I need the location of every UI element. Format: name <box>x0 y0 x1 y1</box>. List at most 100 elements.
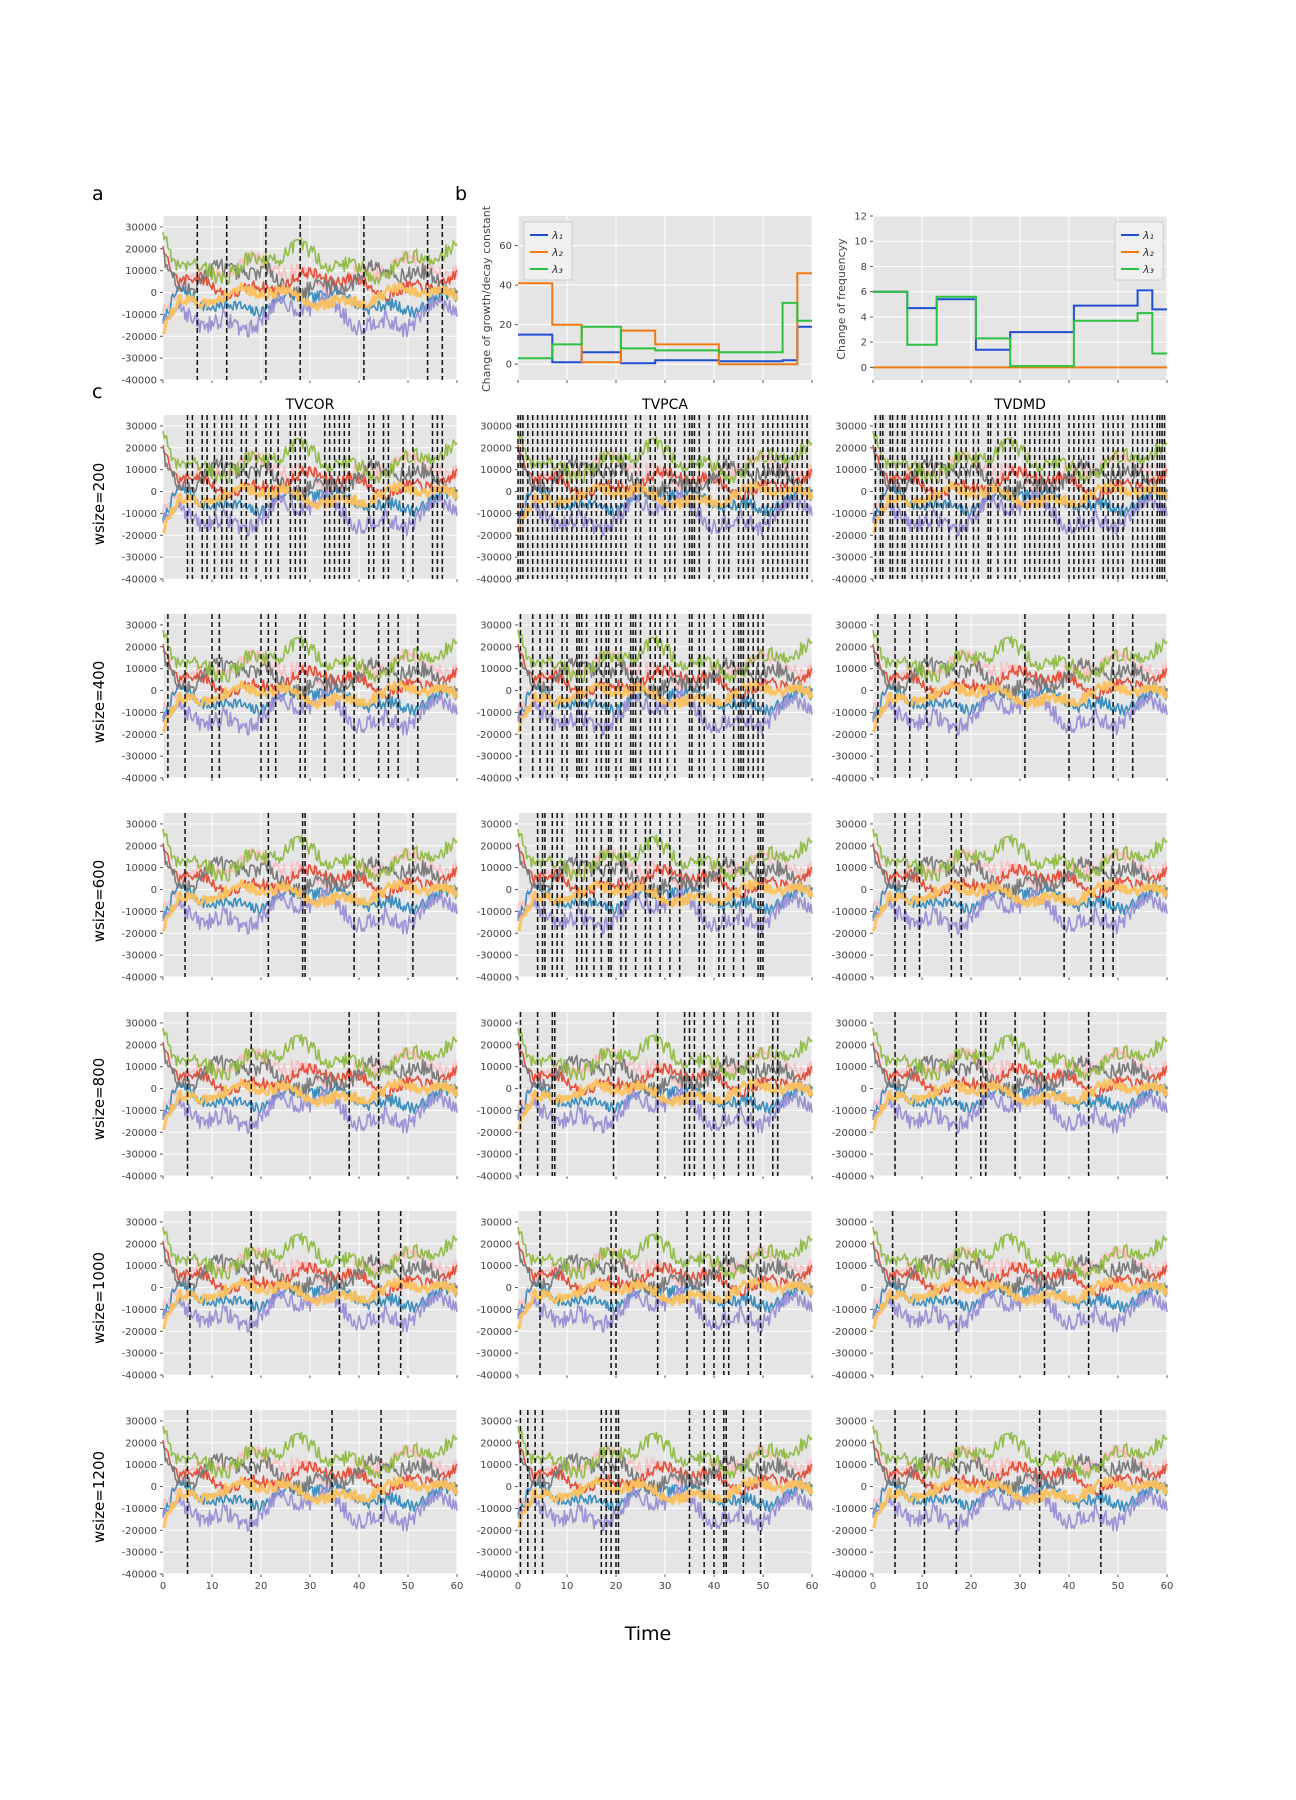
panel-c-tvcor-row3-ytick-label: 20000 <box>125 841 157 852</box>
panel-c-tvpca-row1-ytick-label: -30000 <box>477 553 512 564</box>
panel-c-tvpca-row1-ytick-label: 10000 <box>480 465 512 476</box>
panel-c-tvcor-row6-signal-line <box>162 1478 458 1517</box>
panel-c-tvdmd-row5-ytick-label: 0 <box>861 1283 867 1294</box>
panel-c-tvpca-row5-ytick-label: 0 <box>506 1283 512 1294</box>
panel-c-tvpca-row6-ytick-label: -40000 <box>477 1570 512 1581</box>
panel-c-tvdmd-row3-ytick-label: 0 <box>861 885 867 896</box>
panel-c-tvdmd-row1-ytick-label: -20000 <box>832 531 867 542</box>
panel-c-tvpca-row6-ytick-label: 0 <box>506 1482 512 1493</box>
panel-c-tvcor-row2-ytick-label: 0 <box>151 686 157 697</box>
panel-c-tvcor-row1-signal-line <box>161 481 459 534</box>
panel-c-tvdmd-row6-axes: -40000 -30000 -20000 -10000 0 10000 20000 30000… <box>832 1410 1173 1592</box>
panel-b-left-series-line <box>518 272 812 366</box>
panel-c-tvdmd-row5-ytick-label: 30000 <box>835 1217 867 1228</box>
column-title-tvcor: TVCOR <box>285 397 335 413</box>
panel-c-tvpca-row2-ytick-label: 0 <box>506 686 512 697</box>
panel-c-tvcor-row4-ytick-label: 20000 <box>125 1040 157 1051</box>
panel-c-tvdmd-row5-ytick-label: 10000 <box>835 1261 867 1272</box>
panel-c-tvpca-row2-axes: -40000 -30000 -20000 -10000 0 10000 20000 30000 <box>477 614 814 785</box>
panel-c-tvcor-row5-ytick-label: 30000 <box>125 1217 157 1228</box>
panel-c-tvpca-row5-ytick-label: -20000 <box>477 1327 512 1338</box>
panel-a-signal-line <box>162 290 458 338</box>
panel-c-tvpca-row3-ytick-label: 0 <box>506 885 512 896</box>
panel-c-tvcor-row2-ytick-label: -10000 <box>122 708 157 719</box>
panel-c-tvdmd-row4-ytick-label: 20000 <box>835 1040 867 1051</box>
panel-c-tvpca-row2-ytick-label: 20000 <box>480 642 512 653</box>
panel-c-tvdmd-row3-ytick-label: -10000 <box>832 907 867 918</box>
panel-b-left-axes: 0 20 40 60 λ₁ λ₂ λ₃ <box>499 216 813 383</box>
panel-c-tvcor-row5-axes: -40000 -30000 -20000 -10000 0 10000 20000 30000 <box>122 1211 459 1382</box>
panel-c-tvdmd-row6-ytick-label: -20000 <box>832 1526 867 1537</box>
panel-a-ytick-label: -30000 <box>122 354 157 365</box>
panel-c-tvcor-row5-ytick-label: 10000 <box>125 1261 157 1272</box>
panel-c-tvcor-row3-ytick-label: -20000 <box>122 929 157 940</box>
panel-c-tvcor-row3-signal-line <box>162 887 458 935</box>
panel-c-tvdmd-row4-ytick-label: 10000 <box>835 1062 867 1073</box>
panel-c-tvdmd-row4-signal-line <box>872 1047 1168 1098</box>
panel-c-tvpca-row6-axes: -40000 -30000 -20000 -10000 0 10000 20000 30000… <box>477 1410 818 1592</box>
panel-c-tvcor-row5-signal-line <box>162 1279 458 1318</box>
panel-c-tvdmd-row6-xtick-label: 30 <box>1014 1581 1027 1592</box>
panel-c-tvdmd-row4-signal-line <box>872 1080 1168 1119</box>
panel-c-tvdmd-row6-signal-line <box>872 1478 1168 1517</box>
panel-c-tvdmd-row5-ytick-label: -10000 <box>832 1305 867 1316</box>
panel-c-tvpca-row3-ytick-label: -40000 <box>477 973 512 984</box>
panel-c-tvcor-row3-ytick-label: -10000 <box>122 907 157 918</box>
panel-c-tvcor-row1-signal-line <box>162 483 458 522</box>
panel-c-tvpca-row6-ytick-label: -20000 <box>477 1526 512 1537</box>
panel-a-signal-line <box>162 251 458 302</box>
panel-c-tvcor-row5-ytick-label: -20000 <box>122 1327 157 1338</box>
panel-c-tvcor-row3-ytick-label: -30000 <box>122 951 157 962</box>
panel-c-tvcor-row2-ytick-label: 20000 <box>125 642 157 653</box>
panel-a-ytick-label: 10000 <box>125 266 157 277</box>
panel-c-tvcor-row6-signal-line <box>162 1425 458 1479</box>
panel-c-tvcor-row6-ytick-label: 30000 <box>125 1416 157 1427</box>
panel-c-tvcor-row1-ytick-label: -10000 <box>122 509 157 520</box>
panel-c-tvpca-row6-signal-line <box>517 1425 813 1479</box>
panel-b-right-ytick-label: 4 <box>861 312 867 323</box>
panel-c-tvdmd-row4-ytick-label: -20000 <box>832 1128 867 1139</box>
row-label-wsize-400: wsize=400 <box>90 661 108 744</box>
panel-c-tvdmd-row6-ytick-label: 10000 <box>835 1460 867 1471</box>
panel-c-tvdmd-row5-signal-line <box>872 1279 1168 1318</box>
panel-c-tvpca-row6-ytick-label: 30000 <box>480 1416 512 1427</box>
panel-b-left-legend-label: λ₁ <box>551 229 563 242</box>
panel-b-right-legend-label: λ₁ <box>1142 229 1154 242</box>
panel-c-tvpca-row4-axes: -40000 -30000 -20000 -10000 0 10000 20000 30000 <box>477 1012 814 1183</box>
panel-c-tvcor-row2-ytick-label: -30000 <box>122 752 157 763</box>
panel-c-tvpca-row6-xtick-label: 0 <box>515 1581 521 1592</box>
row-label-wsize-800: wsize=800 <box>90 1058 108 1141</box>
panel-b-left-legend: λ₁ λ₂ λ₃ <box>523 221 573 281</box>
row-label-wsize-1000: wsize=1000 <box>90 1252 108 1344</box>
panel-c-tvpca-row4-signal-line <box>517 1027 813 1081</box>
panel-a-ytick-label: 0 <box>151 288 157 299</box>
panel-c-tvdmd-row5-axes: -40000 -30000 -20000 -10000 0 10000 20000 30000 <box>832 1211 1169 1382</box>
panel-c-tvdmd-row6-signal-line <box>872 1425 1168 1479</box>
panel-c-tvpca-row2-ytick-label: -40000 <box>477 774 512 785</box>
panel-c-tvdmd-row1-ytick-label: -30000 <box>832 553 867 564</box>
panel-c-tvcor-row5-signal-line <box>162 1285 458 1333</box>
panel-c-tvdmd-row4-axes: -40000 -30000 -20000 -10000 0 10000 20000 30000 <box>832 1012 1169 1183</box>
panel-c-tvcor-row4-signal-line <box>162 1080 458 1119</box>
panel-c-tvdmd-row6-xtick-label: 10 <box>916 1581 929 1592</box>
panel-c-tvpca-row6-ytick-label: -30000 <box>477 1548 512 1559</box>
panel-label-b: b <box>455 183 467 205</box>
panel-c-tvcor-row6-xtick-label: 60 <box>451 1581 464 1592</box>
panel-c-tvpca-row5-signal-line <box>517 1226 813 1280</box>
panel-c-tvcor-row4-ytick-label: -40000 <box>122 1172 157 1183</box>
panel-c-tvdmd-row1-ytick-label: -40000 <box>832 575 867 586</box>
panel-c-tvdmd-row2-ytick-label: 20000 <box>835 642 867 653</box>
panel-b-right-ytick-label: 0 <box>861 363 867 374</box>
panel-c-tvpca-row6-ytick-label: -10000 <box>477 1504 512 1515</box>
panel-c-tvcor-row5-ytick-label: 20000 <box>125 1239 157 1250</box>
panel-c-tvdmd-row3-signal-line <box>872 881 1168 920</box>
panel-c-tvcor-row6-xtick-label: 40 <box>353 1581 366 1592</box>
panel-c-tvpca-row3-ytick-label: 30000 <box>480 819 512 830</box>
panel-c-tvdmd-row1-ytick-label: 0 <box>861 487 867 498</box>
panel-c-tvcor-row6-ytick-label: -40000 <box>122 1570 157 1581</box>
panel-c-tvdmd-row4-ytick-label: -10000 <box>832 1106 867 1117</box>
panel-c-tvcor-row1-ytick-label: -30000 <box>122 553 157 564</box>
panel-b-right-ytick-label: 8 <box>861 262 867 273</box>
panel-c-tvpca-row6-signal-line <box>517 1445 813 1496</box>
panel-c-tvdmd-row2-signal-line <box>872 688 1168 736</box>
